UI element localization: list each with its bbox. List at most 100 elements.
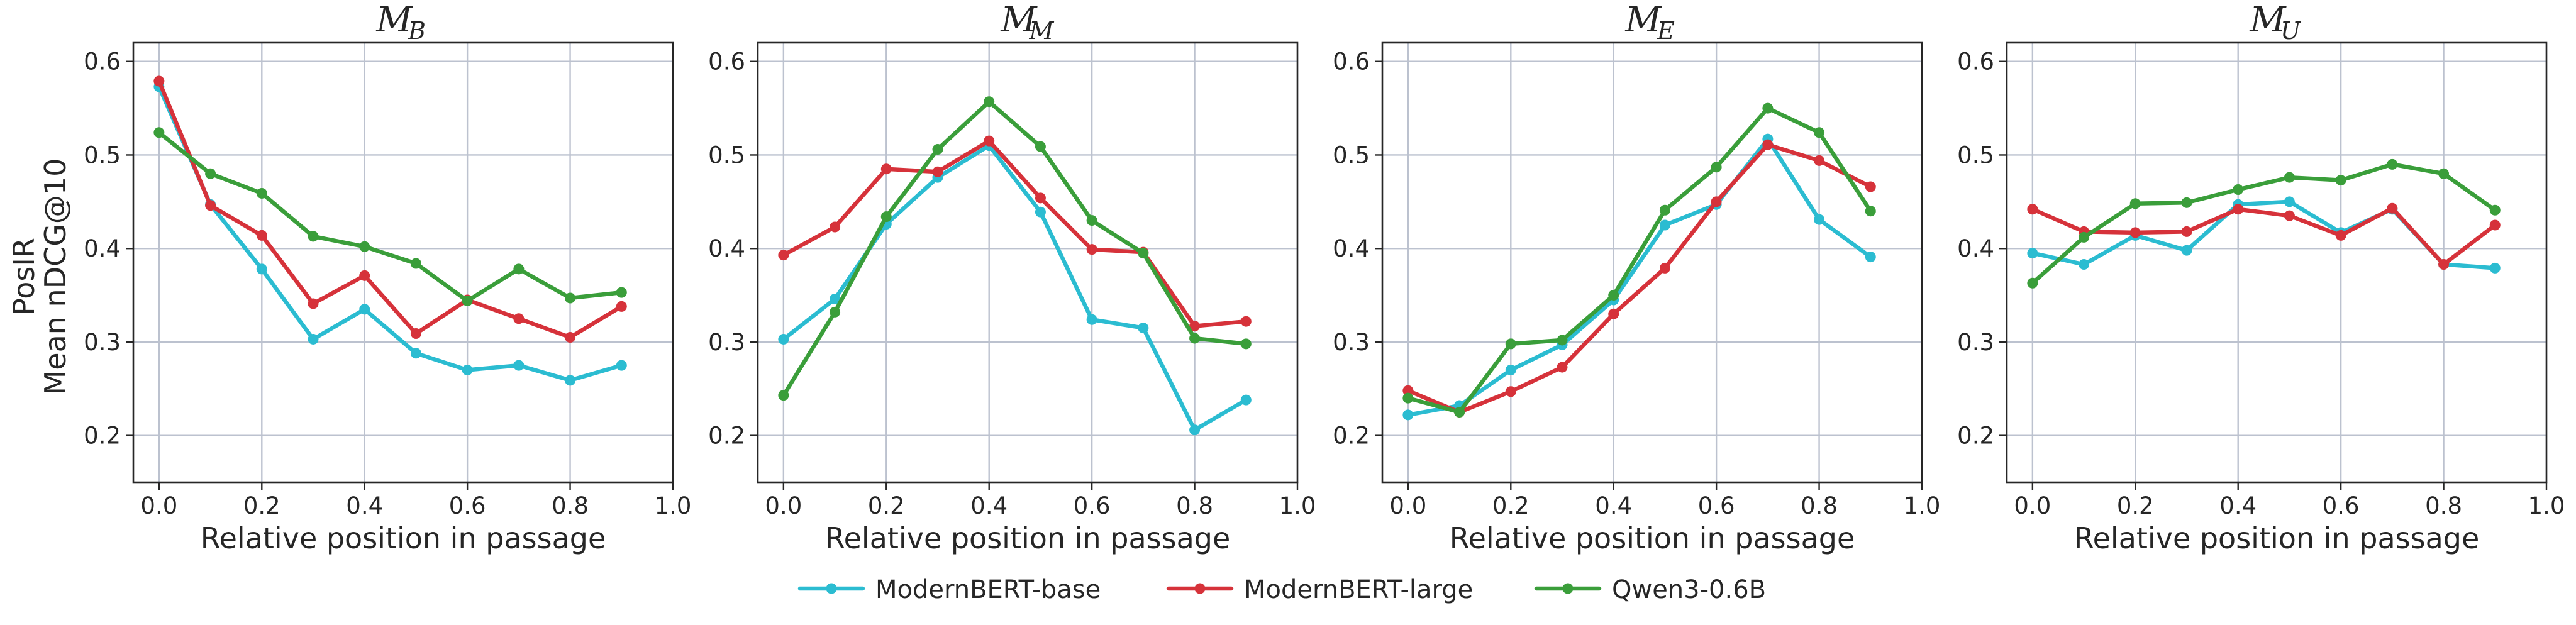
legend-label: ModernBERT-large <box>1244 575 1473 604</box>
data-point <box>1505 338 1516 350</box>
data-point <box>1035 141 1046 152</box>
data-point <box>2079 231 2090 243</box>
chart-panel: 0.0 0.2 0.4 0.6 0.8 1.00.20.30.40.50.6Relativ… <box>1333 0 1940 555</box>
data-point <box>1608 308 1619 319</box>
chart-panel: 0.0 0.2 0.4 0.6 0.8 1.00.20.30.40.50.6Relativ… <box>84 0 691 555</box>
series-line <box>157 84 624 383</box>
data-point <box>410 258 421 269</box>
data-point <box>1505 365 1516 376</box>
x-tick-label: 0.0 <box>1389 492 1426 519</box>
legend-label: Qwen3-0.6B <box>1612 575 1766 604</box>
data-point <box>2335 175 2346 186</box>
chart-title-subscript: M <box>1029 17 1055 45</box>
x-tick-label: 1.0 <box>655 492 692 519</box>
data-point <box>1814 127 1825 138</box>
x-axis-label: Relative position in passage <box>1450 521 1855 555</box>
data-point <box>2284 210 2295 221</box>
data-point <box>1557 362 1568 373</box>
x-tick-label: 0.6 <box>1074 492 1111 519</box>
series-line <box>2030 206 2497 267</box>
y-tick-label: 0.6 <box>1957 48 1994 75</box>
data-point <box>1240 394 1252 406</box>
data-point <box>359 304 370 315</box>
x-tick-label: 0.8 <box>2425 492 2462 519</box>
x-tick-label: 0.4 <box>2219 492 2257 519</box>
data-point <box>565 331 576 343</box>
data-point <box>2027 277 2038 289</box>
x-tick-label: 0.8 <box>1801 492 1838 519</box>
chart-title: M <box>2249 0 2287 40</box>
data-point <box>932 166 943 177</box>
data-point <box>2181 245 2192 256</box>
data-point <box>1659 204 1670 216</box>
x-tick-label: 0.8 <box>552 492 589 519</box>
data-point <box>1865 181 1876 192</box>
x-tick-label: 1.0 <box>1279 492 1316 519</box>
data-point <box>1138 248 1149 259</box>
data-point <box>1086 215 1097 226</box>
y-tick-label: 0.5 <box>84 141 121 169</box>
x-axis-label: Relative position in passage <box>2074 521 2480 555</box>
data-point <box>830 221 841 233</box>
x-tick-label: 0.4 <box>1595 492 1632 519</box>
data-point <box>778 333 789 345</box>
x-tick-label: 0.4 <box>346 492 383 519</box>
data-point <box>1240 316 1252 327</box>
y-tick-label: 0.2 <box>1333 423 1370 450</box>
data-point <box>2079 258 2090 270</box>
plot-frame <box>132 41 674 484</box>
x-tick-label: 0.0 <box>2014 492 2051 519</box>
y-tick-label: 0.3 <box>708 329 745 356</box>
x-tick-label: 0.6 <box>2323 492 2360 519</box>
y-tick-label: 0.4 <box>84 235 121 262</box>
data-point <box>410 328 421 340</box>
legend-swatch-marker <box>1562 583 1574 594</box>
y-tick-label: 0.6 <box>1333 48 1370 75</box>
data-point <box>1402 385 1414 396</box>
y-tick-label: 0.4 <box>1957 235 1994 262</box>
data-point <box>2027 248 2038 259</box>
data-point <box>359 270 370 281</box>
chart-title-subscript: B <box>408 17 426 45</box>
data-point <box>830 306 841 318</box>
data-point <box>462 295 473 306</box>
series-line <box>1406 142 1873 414</box>
y-axis-label-line1: PosIR <box>7 238 41 316</box>
data-point <box>1240 338 1252 350</box>
chart-panel: 0.0 0.2 0.4 0.6 0.8 1.00.20.30.40.50.6Relativ… <box>1957 0 2565 555</box>
data-point <box>2387 202 2398 214</box>
data-point <box>565 375 576 386</box>
data-point <box>205 168 216 179</box>
data-point <box>1659 219 1670 231</box>
x-tick-label: 0.2 <box>868 492 905 519</box>
data-point <box>880 211 892 223</box>
series-line <box>157 130 624 303</box>
y-tick-label: 0.2 <box>84 423 121 450</box>
series-line <box>157 79 624 340</box>
data-point <box>2489 204 2501 216</box>
chart-title: M <box>1000 0 1038 40</box>
data-point <box>256 230 267 241</box>
data-point <box>2233 184 2244 195</box>
data-point <box>2489 262 2501 274</box>
data-point <box>1189 333 1201 344</box>
data-point <box>1711 162 1722 173</box>
data-point <box>308 333 319 345</box>
data-point <box>1762 102 1774 114</box>
data-point <box>410 348 421 359</box>
x-tick-label: 0.4 <box>970 492 1008 519</box>
data-point <box>830 294 841 305</box>
x-tick-label: 0.2 <box>2117 492 2154 519</box>
data-point <box>513 313 525 324</box>
data-point <box>513 360 525 371</box>
data-point <box>1762 139 1774 150</box>
data-point <box>1086 244 1097 255</box>
chart-title: M <box>1624 0 1662 40</box>
data-point <box>616 301 627 312</box>
x-tick-label: 0.2 <box>243 492 280 519</box>
chart-panel: 0.0 0.2 0.4 0.6 0.8 1.00.20.30.40.50.6Relativ… <box>708 0 1316 555</box>
data-point <box>205 200 216 211</box>
x-tick-label: 0.2 <box>1492 492 1530 519</box>
data-point <box>984 135 995 147</box>
